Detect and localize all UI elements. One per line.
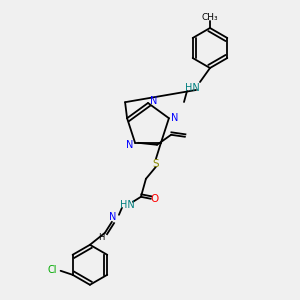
Text: H: H <box>98 233 104 242</box>
Text: CH₃: CH₃ <box>202 14 218 22</box>
Text: S: S <box>153 159 159 169</box>
Text: HN: HN <box>120 200 134 210</box>
Text: N: N <box>109 212 117 222</box>
Text: N: N <box>126 140 134 150</box>
Text: O: O <box>151 194 159 204</box>
Text: N: N <box>171 113 178 123</box>
Text: Cl: Cl <box>48 265 57 275</box>
Text: N: N <box>150 96 158 106</box>
Text: HN: HN <box>184 83 200 93</box>
